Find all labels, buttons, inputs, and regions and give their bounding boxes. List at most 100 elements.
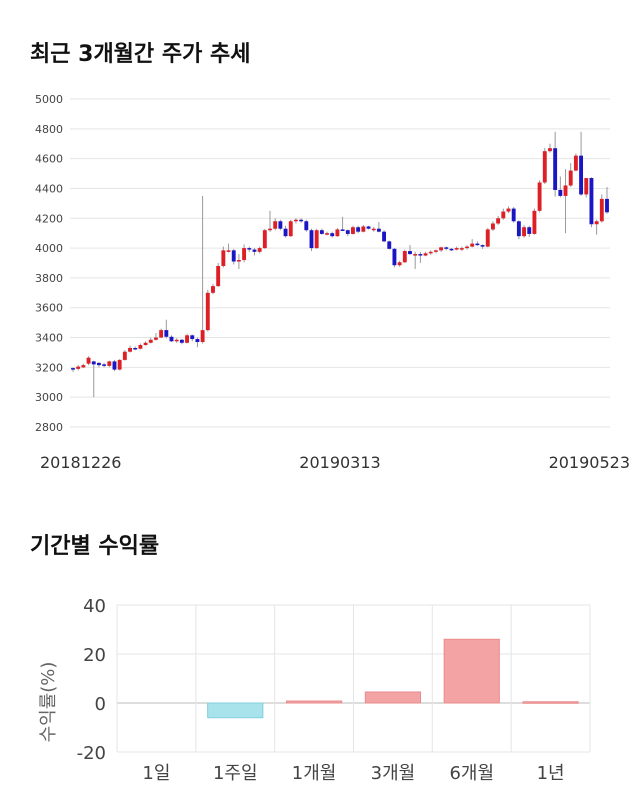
candle-x-tick-label: 20181226 [40,453,121,472]
candle-body [216,265,221,287]
candle-body [231,250,236,262]
candle-y-tick-label: 3000 [35,391,63,404]
candle-body [81,365,86,368]
candle-body [174,339,179,342]
candle-body [397,262,402,266]
bar-y-tick-label: 40 [83,596,106,617]
candle-body [236,260,241,262]
candle-body [143,342,148,345]
candle-body [159,330,164,338]
candle-body [480,245,485,247]
bar-series [207,638,579,719]
candle-body [485,229,490,247]
bar-y-tick-label: -20 [77,743,106,764]
candle-body [247,248,252,250]
candle-body [91,361,96,365]
candle-body [558,189,563,196]
candle-body [506,208,511,212]
candle-body [278,221,283,229]
candle-body [242,248,247,261]
candle-body [221,250,226,266]
candle-body [122,351,127,360]
candle-body [382,231,387,242]
candle-body [185,335,190,343]
candle-body [309,230,314,249]
candle-body [200,330,205,343]
candle-body [579,155,584,195]
candle-series [71,131,609,398]
bar-y-axis-label: 수익률(%) [38,662,59,743]
candle-body [527,227,532,234]
candle-body [532,210,537,234]
candle-body [96,362,101,366]
candle-y-tick-label: 4200 [35,212,63,225]
bar-x-tick-label: 3개월 [371,763,416,784]
candle-body [428,251,433,254]
candle-body [392,248,397,266]
candle-y-tick-label: 3800 [35,272,63,285]
candle-body [179,339,184,343]
candle-body [154,337,158,340]
candle-body [439,247,444,251]
candle-body [257,248,262,252]
bar-x-tick-label: 1일 [142,763,170,784]
candle-body [319,230,324,234]
candle-body [444,247,449,249]
candle-body [573,155,578,171]
candle-y-tick-label: 4600 [35,153,63,166]
candle-body [273,221,278,229]
candle-body [148,339,153,343]
candle-body [288,221,293,237]
bar-x-tick-label: 1개월 [292,763,337,784]
candle-body [589,178,594,225]
candle-body [345,230,350,234]
candle-body [568,170,573,186]
candle-body [402,251,407,263]
candle-body [351,227,355,234]
price-trend-title: 최근 3개월간 주가 추세 [30,42,251,67]
candle-body [413,254,418,256]
candle-body [490,223,495,230]
candle-y-tick-label: 4400 [35,182,63,195]
candle-body [71,368,75,370]
bar-x-axis: 1일 1주일 1개월 3개월 6개월 1년 [142,763,564,784]
candle-x-tick-label: 20190313 [299,453,380,472]
return-bar [443,638,500,704]
candle-gridlines [70,98,610,428]
candle-body [252,249,257,252]
candle-body [423,253,428,256]
candle-y-tick-label: 3200 [35,361,63,374]
candle-body [465,246,469,249]
candle-body [361,226,366,232]
candle-body [449,248,454,251]
candle-body [516,221,521,237]
bar-x-tick-label: 6개월 [449,763,494,784]
candle-body [454,248,459,250]
candle-body [511,208,516,222]
candle-body [548,148,552,152]
candle-body [496,218,501,224]
return-bar [522,701,579,704]
candle-body [433,250,438,252]
candle-y-tick-label: 3600 [35,302,63,315]
candle-body [325,233,329,235]
candle-body [537,182,542,211]
candle-body [262,230,267,249]
candle-y-tick-label: 5000 [35,93,63,106]
candle-body [86,357,91,364]
candle-body [501,211,506,219]
candle-body [376,228,381,232]
candle-body [293,219,298,222]
candle-body [102,364,107,366]
candle-body [470,243,475,247]
candle-y-axis: 2800 3000 3200 3400 3600 3800 4000 4200 4400 4600… [35,93,63,434]
candle-body [563,185,568,196]
candle-body [584,178,589,195]
candle-body [371,228,376,231]
candle-body [542,151,547,183]
candle-body [314,230,319,249]
candle-body [304,221,309,231]
candle-body [76,366,81,369]
candle-body [522,227,526,237]
candle-body [459,248,464,250]
